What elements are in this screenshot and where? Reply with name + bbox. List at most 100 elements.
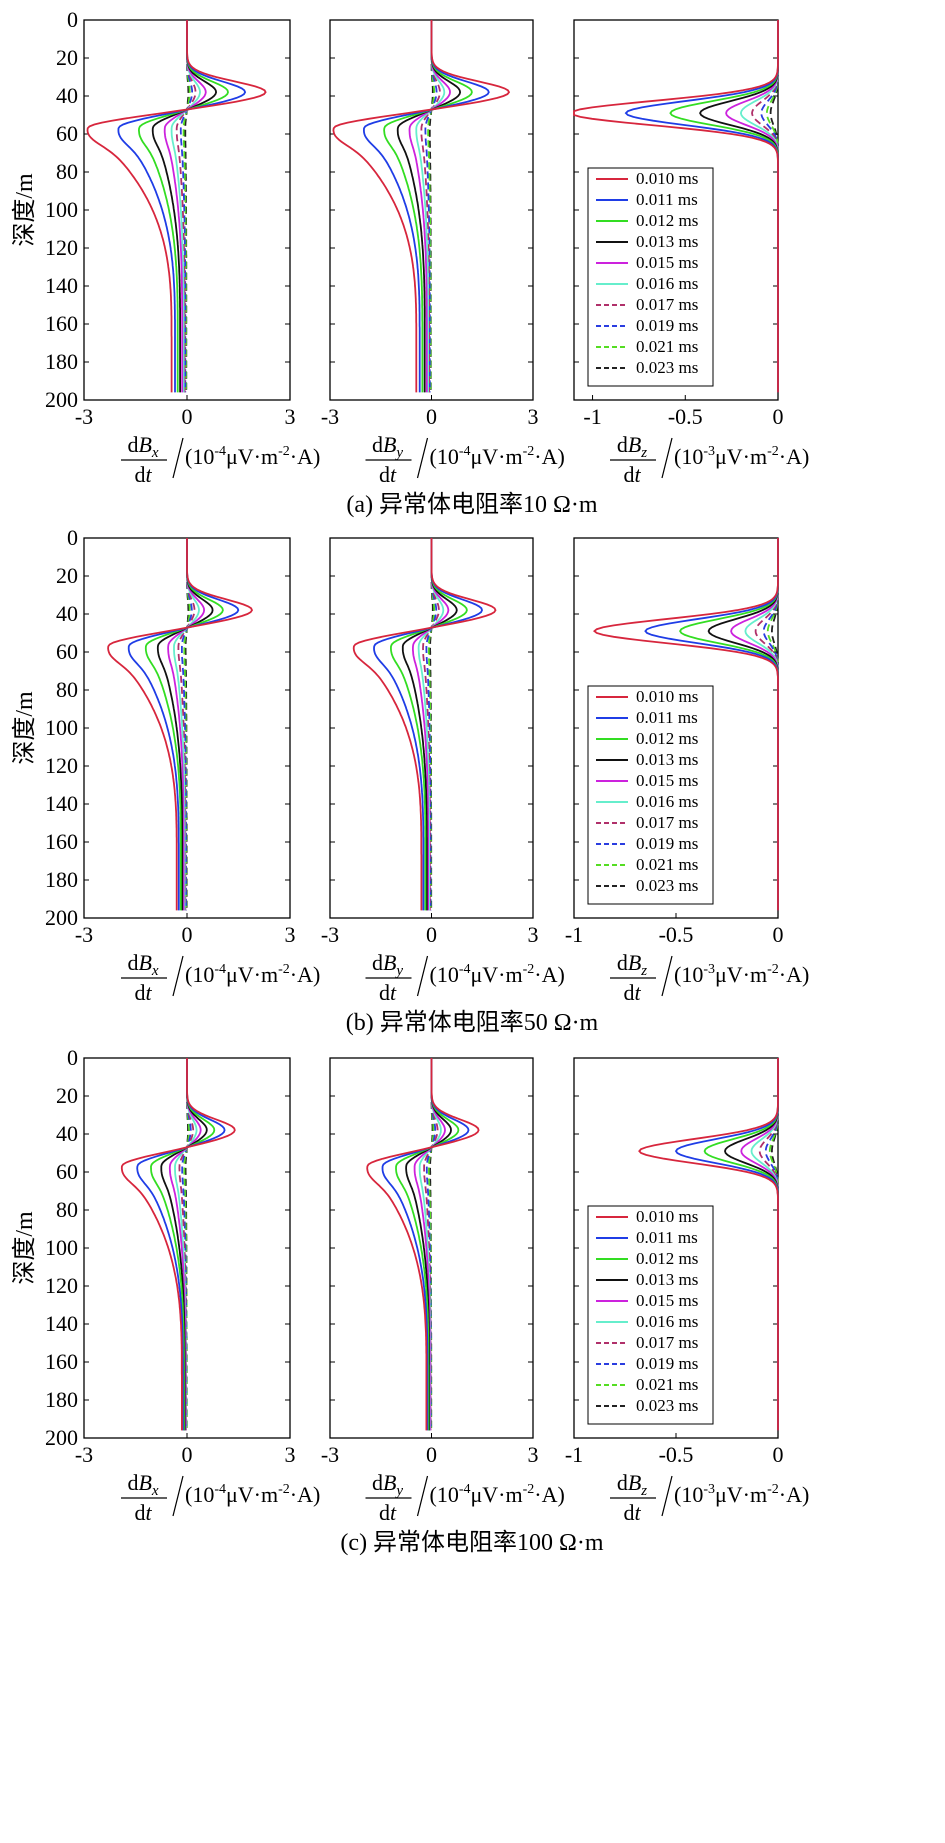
series-line-0-010-ms: [332, 20, 511, 393]
x-tick-label: 0: [182, 404, 193, 429]
y-tick-label: 160: [45, 1349, 78, 1374]
y-tick-label: 40: [56, 1121, 78, 1146]
series-line-0-013-ms: [401, 538, 458, 911]
series-line-0-016-ms: [739, 20, 779, 393]
series-line-0-012-ms: [137, 20, 229, 393]
legend-label: 0.011 ms: [636, 1228, 698, 1247]
y-tick-label: 120: [45, 235, 78, 260]
x-axis-unit: (10-4μV·m-2·A): [185, 444, 320, 469]
x-axis-label-denominator: dt: [623, 1500, 641, 1525]
slash: [416, 955, 429, 997]
series-line-0-010-ms: [120, 1058, 236, 1431]
x-tick-label: -3: [75, 404, 93, 429]
series-line-0-015-ms: [411, 538, 450, 911]
legend-label: 0.017 ms: [636, 295, 698, 314]
y-tick-label: 20: [56, 1083, 78, 1108]
series-line-0-013-ms: [156, 538, 214, 911]
legend-label: 0.012 ms: [636, 211, 698, 230]
y-tick-label: 80: [56, 159, 78, 184]
series-line-0-012-ms: [383, 20, 473, 393]
y-tick-label: 140: [45, 791, 78, 816]
series-line-0-015-ms: [163, 20, 207, 393]
series-line-0-016-ms: [170, 20, 201, 393]
y-axis-label: 深度/m: [11, 173, 38, 247]
y-tick-label: 180: [45, 867, 78, 892]
x-tick-label: -3: [75, 1442, 93, 1467]
series-line-0-017-ms: [751, 20, 779, 393]
slash: [172, 955, 184, 997]
x-tick-label: -3: [75, 922, 93, 947]
x-tick-label: 3: [285, 1442, 296, 1467]
legend-label: 0.013 ms: [636, 1270, 698, 1289]
x-tick-label: -0.5: [668, 404, 703, 429]
x-axis-label-denominator: dt: [623, 462, 641, 487]
legend-label: 0.013 ms: [636, 232, 698, 251]
series-line-0-015-ms: [408, 20, 451, 393]
series-line-0-010-ms: [592, 538, 779, 911]
series-line-0-017-ms: [422, 538, 440, 911]
slash: [416, 437, 429, 479]
series-line-0-016-ms: [415, 20, 446, 393]
y-tick-label: 0: [67, 525, 78, 550]
legend-label: 0.017 ms: [636, 813, 698, 832]
series-line-0-011-ms: [136, 1058, 226, 1431]
series-line-0-011-ms: [381, 1058, 470, 1431]
y-axis-label: 深度/m: [11, 691, 38, 765]
x-axis-label-denominator: dt: [379, 980, 397, 1005]
x-tick-label: 3: [528, 922, 539, 947]
legend-box: [587, 685, 714, 905]
legend-box: [587, 1205, 714, 1425]
series-line-0-013-ms: [724, 1058, 779, 1431]
series-line-0-015-ms: [167, 538, 206, 911]
x-tick-label: 0: [182, 922, 193, 947]
series-line-0-017-ms: [754, 538, 779, 911]
legend-label: 0.010 ms: [636, 1207, 698, 1226]
x-axis-label-numerator: dBz: [617, 950, 647, 979]
series-line-0-010-ms: [573, 20, 779, 393]
y-tick-label: 140: [45, 273, 78, 298]
legend-label: 0.017 ms: [636, 1333, 698, 1352]
x-axis-label-numerator: dBy: [372, 432, 403, 461]
legend-label: 0.011 ms: [636, 190, 698, 209]
y-tick-label: 200: [45, 1425, 78, 1450]
x-tick-label: 0: [182, 1442, 193, 1467]
x-tick-label: 3: [285, 404, 296, 429]
x-tick-label: 0: [426, 1442, 437, 1467]
legend: 0.010 ms 0.011 ms 0.012 ms 0.013 ms 0.015 ms…: [587, 685, 714, 905]
panel-caption: (c) 异常体电阻率100 Ω·m: [340, 1529, 603, 1556]
legend-label: 0.021 ms: [636, 337, 698, 356]
y-tick-label: 140: [45, 1311, 78, 1336]
legend-label: 0.019 ms: [636, 1354, 698, 1373]
legend-label: 0.015 ms: [636, 253, 698, 272]
slash: [172, 437, 184, 479]
y-tick-label: 100: [45, 197, 78, 222]
x-tick-label: 0: [773, 1442, 784, 1467]
y-tick-label: 120: [45, 1273, 78, 1298]
series-line-0-019-ms: [424, 20, 438, 393]
x-axis-unit: (10-4μV·m-2·A): [430, 1482, 565, 1507]
slash: [172, 1475, 184, 1517]
series-line-0-012-ms: [703, 1058, 779, 1431]
series-line-0-019-ms: [425, 538, 438, 911]
y-tick-label: 20: [56, 45, 78, 70]
series-line-0-015-ms: [740, 1058, 779, 1431]
x-tick-label: -3: [321, 1442, 339, 1467]
x-axis-unit: (10-4μV·m-2·A): [430, 962, 565, 987]
legend-label: 0.015 ms: [636, 771, 698, 790]
series-line-0-013-ms: [707, 538, 779, 911]
legend-label: 0.019 ms: [636, 834, 698, 853]
x-axis-unit: (10-3μV·m-2·A): [674, 1482, 809, 1507]
series-line-0-011-ms: [362, 20, 490, 393]
y-tick-label: 180: [45, 349, 78, 374]
